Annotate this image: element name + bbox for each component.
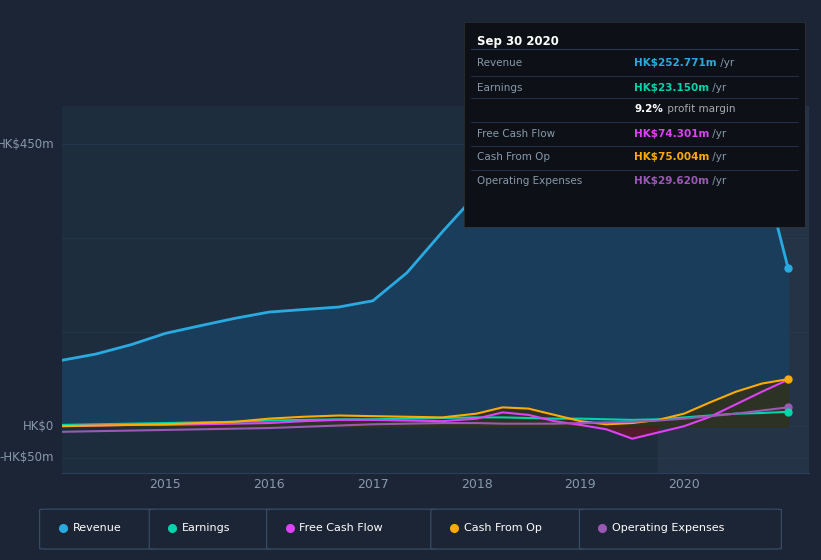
Text: Cash From Op: Cash From Op [478,152,551,162]
Text: HK$74.301m: HK$74.301m [635,129,709,139]
Text: HK$29.620m: HK$29.620m [635,176,709,186]
Text: Operating Expenses: Operating Expenses [612,523,725,533]
Text: HK$0: HK$0 [23,419,54,433]
Text: HK$252.771m: HK$252.771m [635,58,717,68]
Text: /yr: /yr [709,83,727,93]
Text: HK$75.004m: HK$75.004m [635,152,709,162]
Text: Cash From Op: Cash From Op [464,523,542,533]
FancyBboxPatch shape [149,509,273,549]
Text: Free Cash Flow: Free Cash Flow [478,129,556,139]
Text: Revenue: Revenue [72,523,122,533]
Text: Earnings: Earnings [182,523,231,533]
FancyBboxPatch shape [580,509,782,549]
Text: Free Cash Flow: Free Cash Flow [300,523,383,533]
Text: HK$450m: HK$450m [0,138,54,151]
Text: profit margin: profit margin [664,104,736,114]
Bar [658,106,809,473]
Text: Earnings: Earnings [478,83,523,93]
FancyBboxPatch shape [39,509,156,549]
Text: HK$23.150m: HK$23.150m [635,83,709,93]
Text: Sep 30 2020: Sep 30 2020 [478,35,559,48]
Text: Operating Expenses: Operating Expenses [478,176,583,186]
Text: /yr: /yr [717,58,734,68]
FancyBboxPatch shape [431,509,586,549]
Text: -HK$50m: -HK$50m [0,451,54,464]
Text: Revenue: Revenue [478,58,523,68]
Text: 9.2%: 9.2% [635,104,663,114]
Text: /yr: /yr [709,129,727,139]
FancyBboxPatch shape [267,509,438,549]
Text: /yr: /yr [709,152,727,162]
Text: /yr: /yr [709,176,727,186]
